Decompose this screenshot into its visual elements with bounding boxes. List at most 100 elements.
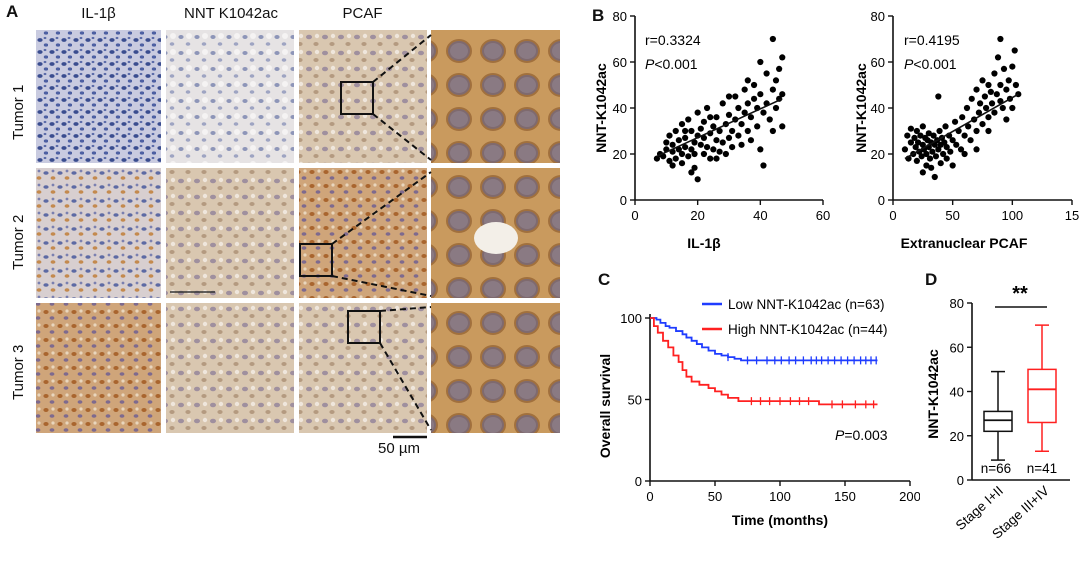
lumen-r2 xyxy=(474,222,518,254)
data-point xyxy=(918,153,925,160)
data-point xyxy=(926,155,934,162)
data-point xyxy=(713,114,720,121)
data-point xyxy=(963,104,971,112)
data-point xyxy=(691,139,698,146)
data-point xyxy=(973,127,980,135)
data-point xyxy=(919,123,926,130)
data-point xyxy=(691,150,698,158)
y-tick-label: 20 xyxy=(613,147,627,162)
n-label-stage12: n=66 xyxy=(981,461,1011,476)
col-header-nnt: NNT K1042ac xyxy=(184,5,278,22)
ihc-tile-r3-il1b xyxy=(36,303,161,433)
legend-high-label: High NNT-K1042ac (n=44) xyxy=(728,322,887,337)
data-point xyxy=(993,91,1000,98)
ihc-zoom-r1 xyxy=(431,30,560,163)
data-point xyxy=(912,144,919,151)
col-header-pcaf: PCAF xyxy=(342,5,383,22)
data-point xyxy=(929,148,936,155)
data-point xyxy=(937,160,944,167)
y-tick-label: 50 xyxy=(628,393,642,408)
data-point xyxy=(741,86,748,93)
box-plot: 0 20 40 60 80 xyxy=(950,296,1070,488)
data-point xyxy=(678,160,686,167)
data-point xyxy=(949,162,956,169)
x-tick-label: 150 xyxy=(834,489,856,504)
fit-line xyxy=(904,93,1019,160)
x-tick-label: 200 xyxy=(899,489,920,504)
data-point xyxy=(1000,65,1008,72)
data-point xyxy=(968,95,975,102)
data-point xyxy=(754,123,761,130)
km-curve-high xyxy=(650,317,878,406)
data-point xyxy=(700,150,708,158)
data-point xyxy=(713,155,720,162)
zoom-line-r2a xyxy=(331,171,432,245)
panel-c-letter: C xyxy=(598,270,611,289)
data-point xyxy=(941,139,948,146)
panel-b-svg: 0 20 40 60 80 0 20 40 60 0 20 40 60 80 0 50 100 15 r=0.3… xyxy=(593,9,1080,251)
scatter-left-p: P<0.001 xyxy=(645,56,698,72)
data-point xyxy=(967,137,974,144)
data-point xyxy=(949,137,956,144)
data-point xyxy=(928,164,935,171)
data-point xyxy=(1003,116,1010,123)
data-point xyxy=(991,109,998,116)
box-ylabel: NNT-K1042ac xyxy=(925,349,941,439)
data-point xyxy=(930,132,937,139)
ihc-zoom-r3 xyxy=(431,303,560,433)
panel-b-letter: B xyxy=(592,6,605,25)
p-italic: P xyxy=(645,56,655,72)
data-point xyxy=(669,162,676,169)
ihc-grid xyxy=(36,30,560,439)
data-point xyxy=(729,127,736,135)
zoom-box-r1 xyxy=(340,81,374,115)
data-point xyxy=(757,146,764,153)
y-tick-label: 80 xyxy=(871,9,885,24)
data-point xyxy=(722,150,729,158)
data-point xyxy=(685,153,692,160)
scatter-left-r: r=0.3324 xyxy=(645,32,701,48)
scatter-left-xlabel: IL-1β xyxy=(687,235,721,251)
data-point xyxy=(744,100,751,107)
data-point xyxy=(710,123,717,130)
data-point xyxy=(688,146,695,153)
data-point xyxy=(719,100,726,107)
data-point xyxy=(672,127,679,135)
data-point xyxy=(707,114,714,121)
data-point xyxy=(914,139,922,146)
data-point xyxy=(700,118,708,125)
data-point xyxy=(917,132,924,139)
data-point xyxy=(913,127,920,135)
km-p-value: P=0.003 xyxy=(835,427,888,443)
data-point xyxy=(716,127,723,135)
data-point xyxy=(694,109,701,116)
data-point xyxy=(982,104,990,112)
data-point xyxy=(725,111,733,118)
data-point xyxy=(760,162,767,169)
data-point xyxy=(678,121,686,128)
data-point xyxy=(707,155,714,162)
data-point xyxy=(750,95,758,102)
panel-a-letter: A xyxy=(6,2,19,21)
data-point xyxy=(985,81,992,89)
ihc-tile-r3-pcaf xyxy=(299,303,427,433)
data-point xyxy=(666,157,673,164)
data-point xyxy=(985,114,992,121)
data-point xyxy=(700,134,708,141)
data-point xyxy=(979,77,986,84)
data-point xyxy=(757,91,764,98)
data-point xyxy=(907,139,914,146)
data-point xyxy=(691,164,698,171)
x-tick-label: 60 xyxy=(816,208,830,223)
p-italic: P xyxy=(904,56,914,72)
y-tick-label: 40 xyxy=(950,385,964,400)
x-tick-label: 15 xyxy=(1065,208,1079,223)
ihc-tile-r2-il1b xyxy=(36,168,161,298)
data-point xyxy=(999,104,1006,112)
data-point xyxy=(769,127,776,135)
scatter-right: 0 20 40 60 80 0 50 100 15 xyxy=(871,9,1080,223)
x-tick-label: 0 xyxy=(889,208,896,223)
data-point xyxy=(959,114,966,121)
y-tick-label: 80 xyxy=(950,296,964,311)
data-point xyxy=(760,109,767,116)
